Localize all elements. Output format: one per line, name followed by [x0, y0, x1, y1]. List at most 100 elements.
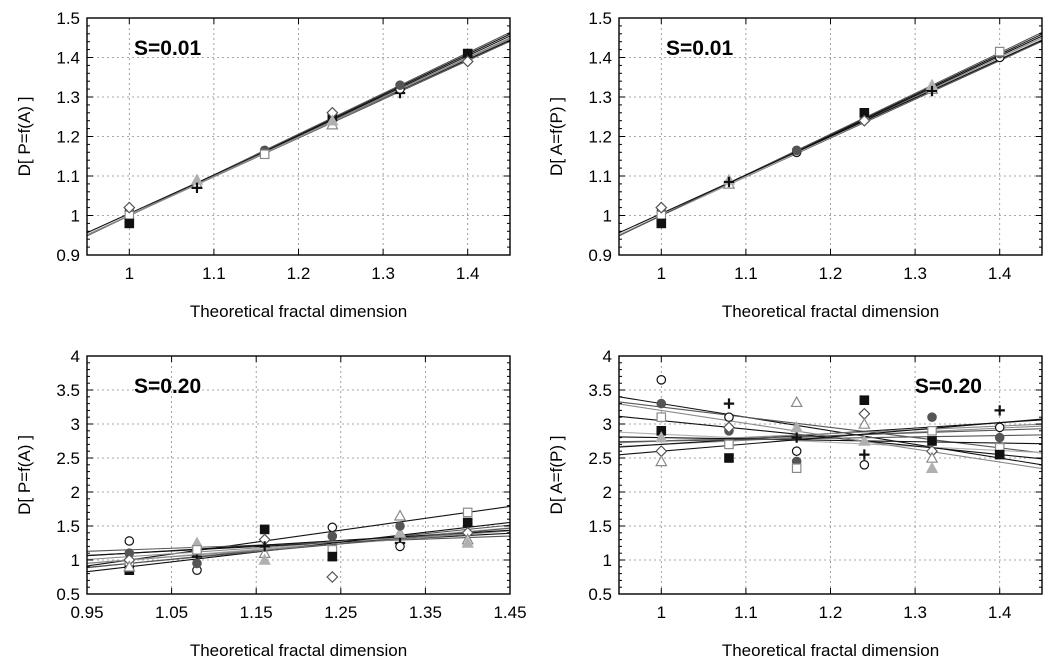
x-axis-title: Theoretical fractal dimension: [722, 641, 939, 660]
chart-panel-1: 1 1.1 1.2 1.3 1.4 0.9 1 1.1 1.2 1.3 1.4 1.5 Theoreti…: [15, 9, 511, 321]
plot-frame: [86, 355, 511, 595]
y-tick-label: 0.9: [56, 246, 80, 265]
y-tick-label: 1.5: [56, 9, 80, 28]
data-point: [859, 395, 870, 405]
y-tick-label: 1.2: [588, 128, 612, 147]
y-tick-label: 1.2: [56, 128, 80, 147]
data-point: [123, 560, 136, 572]
data-point: [925, 451, 939, 463]
fit-line: [619, 403, 1042, 470]
y-tick-label: 1.4: [588, 49, 612, 68]
fit-line: [619, 415, 1042, 460]
data-point: [123, 201, 136, 214]
x-axis-title: Theoretical fractal dimension: [190, 302, 407, 321]
data-point: [859, 459, 870, 470]
data-point: [259, 524, 270, 535]
fit-line: [619, 436, 1042, 445]
fit-line: [87, 38, 510, 236]
y-tick-label: 0.9: [588, 246, 612, 265]
data-point: [124, 218, 135, 229]
x-tick-label: 1.4: [456, 264, 480, 283]
data-point: [994, 449, 1005, 460]
y-tick-label: 1.4: [56, 49, 80, 68]
fit-line: [619, 396, 1042, 466]
data-point: [462, 517, 473, 528]
y-tick-label: 1: [603, 551, 612, 570]
data-point: [191, 182, 203, 194]
fit-line: [87, 530, 510, 561]
data-point: [258, 553, 271, 565]
panel-label: S=0.01: [666, 37, 733, 60]
fit-line: [87, 505, 510, 567]
y-tick-label: 1.1: [588, 167, 612, 186]
y-tick-label: 1.3: [588, 88, 612, 107]
y-tick-label: 0.5: [56, 585, 80, 604]
data-point: [326, 114, 339, 126]
data-point: [790, 420, 803, 433]
data-point: [192, 544, 202, 555]
x-tick-label: 1.1: [734, 603, 758, 622]
data-point: [723, 176, 735, 188]
data-point: [656, 398, 667, 409]
data-point: [858, 407, 871, 420]
x-tick-label: 1.2: [819, 603, 843, 622]
data-point: [724, 439, 734, 450]
y-tick-label: 1: [603, 207, 612, 226]
data-point: [724, 412, 734, 422]
fit-lines: [87, 505, 510, 573]
data-point: [791, 446, 802, 456]
fit-lines: [619, 396, 1042, 470]
x-tick-label: 1: [657, 603, 666, 622]
data-point: [655, 454, 668, 467]
x-tick-label: 1: [125, 264, 134, 283]
x-tick-label: 1.4: [988, 264, 1012, 283]
y-tick-label: 2.5: [588, 449, 612, 468]
data-point: [925, 461, 939, 473]
y-tick-label: 2: [71, 483, 80, 502]
data-point: [994, 432, 1005, 443]
fit-lines: [87, 31, 510, 237]
y-tick-label: 2.5: [56, 449, 80, 468]
data-point: [724, 453, 734, 463]
data-point: [327, 551, 338, 562]
data-point: [858, 434, 871, 446]
x-tick-label: 1.05: [155, 603, 188, 622]
y-axis-title: D[ P=f(A) ]: [15, 435, 34, 515]
x-axis-title: Theoretical fractal dimension: [722, 302, 939, 321]
data-point: [927, 426, 937, 436]
data-point: [994, 422, 1005, 433]
y-tick-label: 3.5: [588, 381, 612, 400]
x-tick-label: 1.4: [988, 603, 1012, 622]
fit-lines: [619, 31, 1042, 237]
y-tick-label: 1.1: [56, 167, 80, 186]
data-point: [327, 531, 338, 541]
fit-line: [87, 530, 510, 564]
fit-line: [619, 418, 1042, 456]
data-point: [791, 145, 802, 156]
y-tick-label: 1.5: [56, 517, 80, 536]
y-tick-label: 1: [71, 207, 80, 226]
y-axis-title: D[ A=f(P) ]: [547, 436, 566, 515]
data-point: [655, 445, 668, 458]
chart-panel-3: 0.95 1.05 1.15 1.25 1.35 1.45 0.5 1 1.5 2 2.5 3 3.5 4…: [15, 347, 527, 660]
data-point: [395, 80, 405, 90]
y-tick-label: 3: [71, 415, 80, 434]
data-points: [655, 46, 1005, 229]
chart-panel-4: 1 1.1 1.2 1.3 1.4 0.5 1 1.5 2 2.5 3 3.5 4 Theoretical…: [547, 347, 1043, 660]
data-point: [791, 432, 802, 443]
fit-line: [619, 401, 1042, 454]
data-point: [461, 536, 474, 548]
data-point: [791, 463, 802, 473]
x-tick-label: 1.45: [493, 603, 526, 622]
data-point: [462, 507, 473, 518]
data-points: [123, 48, 474, 229]
chart-panel-2: 1 1.1 1.2 1.3 1.4 0.9 1 1.1 1.2 1.3 1.4 1.5 Theoreti…: [547, 9, 1043, 321]
y-tick-label: 1: [71, 551, 80, 570]
y-tick-label: 0.5: [588, 585, 612, 604]
x-tick-label: 0.95: [70, 603, 103, 622]
x-tick-label: 1.3: [903, 264, 927, 283]
data-point: [327, 522, 338, 533]
panel-label: S=0.20: [134, 375, 201, 398]
data-point: [655, 201, 668, 214]
